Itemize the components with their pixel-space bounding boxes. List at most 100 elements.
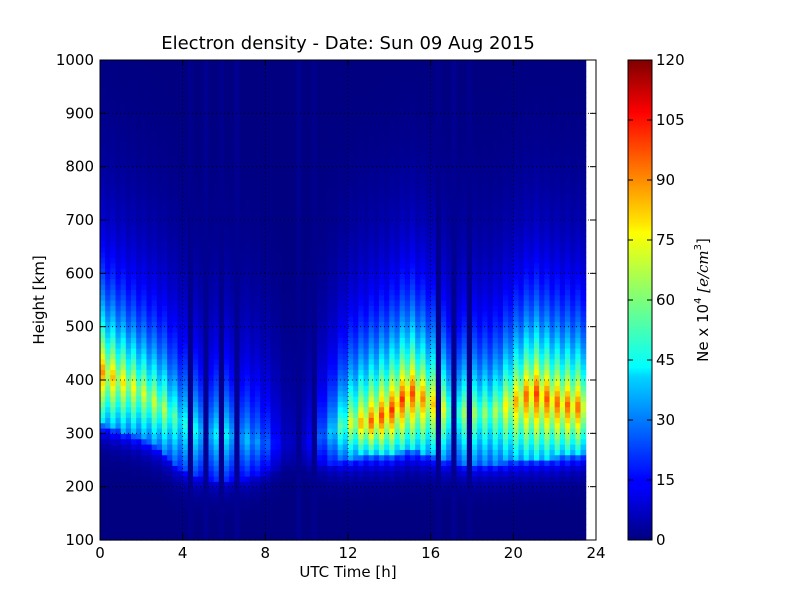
heatmap-cell [115, 118, 122, 125]
heatmap-cell [249, 60, 256, 66]
heatmap-cell [203, 454, 210, 461]
heatmap-cell [368, 273, 375, 280]
heatmap-cell [151, 257, 158, 264]
heatmap-cell [229, 460, 235, 466]
heatmap-cell [296, 225, 303, 232]
heatmap-cell [249, 220, 256, 226]
heatmap-cell [100, 417, 106, 424]
heatmap-cell [105, 412, 111, 418]
heatmap-cell [306, 156, 313, 162]
heatmap-cell [244, 492, 251, 498]
heatmap-cell [156, 438, 163, 445]
heatmap-cell [213, 369, 220, 376]
heatmap-cell [239, 102, 246, 109]
heatmap-cell [198, 348, 204, 354]
heatmap-cell [270, 449, 277, 456]
heatmap-cell [244, 177, 251, 184]
heatmap-cell [317, 161, 323, 168]
heatmap-cell [239, 518, 246, 525]
heatmap-cell [120, 284, 127, 290]
heatmap-cell [244, 262, 251, 269]
heatmap-cell [177, 70, 184, 77]
heatmap-cell [270, 412, 277, 418]
heatmap-cell [208, 60, 215, 66]
heatmap-cell [229, 508, 235, 514]
heatmap-cell [182, 86, 189, 93]
heatmap-cell [167, 300, 173, 306]
heatmap-cell [110, 454, 117, 461]
heatmap-cell [229, 422, 235, 429]
heatmap-cell [203, 198, 210, 205]
heatmap-cell [265, 305, 272, 312]
heatmap-cell [301, 145, 308, 152]
heatmap-cell [162, 524, 168, 530]
heatmap-cell [358, 321, 365, 328]
heatmap-cell [136, 433, 142, 440]
heatmap-cell [317, 396, 323, 402]
heatmap-cell [162, 534, 168, 541]
heatmap-cell [151, 422, 158, 429]
heatmap-cell [203, 76, 210, 82]
heatmap-cell [363, 102, 370, 109]
heatmap-cell [286, 513, 292, 520]
heatmap-cell [229, 214, 235, 221]
heatmap-cell [280, 305, 287, 312]
heatmap-cell [172, 529, 179, 536]
heatmap-cell [373, 401, 380, 408]
heatmap-cell [317, 470, 323, 477]
heatmap-cell [182, 188, 189, 194]
heatmap-cell [286, 476, 292, 482]
heatmap-cell [327, 481, 334, 488]
heatmap-cell [146, 492, 153, 498]
heatmap-cell [337, 92, 344, 98]
heatmap-cell [244, 134, 251, 141]
heatmap-cell [337, 86, 344, 93]
heatmap-cell [141, 310, 148, 317]
heatmap-cell [203, 129, 210, 136]
heatmap-cell [182, 454, 189, 461]
heatmap-cell [255, 76, 261, 82]
heatmap-cell [358, 209, 365, 216]
heatmap-cell [156, 294, 163, 301]
heatmap-cell [363, 209, 370, 216]
heatmap-cell [162, 76, 168, 82]
heatmap-cell [379, 513, 385, 520]
heatmap-cell [198, 465, 204, 472]
heatmap-cell [187, 412, 194, 418]
heatmap-cell [244, 406, 251, 413]
heatmap-cell [342, 358, 349, 365]
heatmap-cell [379, 252, 385, 258]
heatmap-cell [368, 86, 375, 93]
heatmap-cell [322, 428, 328, 434]
heatmap-cell [141, 374, 148, 381]
heatmap-cell [296, 385, 303, 392]
heatmap-cell [244, 497, 251, 504]
heatmap-cell [358, 534, 365, 541]
heatmap-cell [332, 177, 339, 184]
heatmap-cell [260, 188, 266, 194]
heatmap-cell [373, 374, 380, 381]
heatmap-cell [342, 140, 349, 146]
heatmap-cell [177, 460, 184, 466]
heatmap-cell [141, 438, 148, 445]
heatmap-cell [239, 412, 246, 418]
heatmap-cell [172, 204, 179, 210]
heatmap-cell [368, 278, 375, 285]
heatmap-cell [363, 188, 370, 194]
heatmap-cell [301, 102, 308, 109]
heatmap-cell [353, 145, 359, 152]
heatmap-cell [348, 124, 354, 130]
heatmap-cell [167, 305, 173, 312]
heatmap-cell [193, 406, 199, 413]
heatmap-cell [348, 433, 354, 440]
heatmap-cell [203, 444, 210, 450]
heatmap-cell [363, 262, 370, 269]
heatmap-cell [198, 321, 204, 328]
heatmap-cell [301, 353, 308, 360]
heatmap-cell [167, 438, 173, 445]
heatmap-cell [317, 230, 323, 237]
heatmap-cell [332, 241, 339, 248]
heatmap-cell [317, 358, 323, 365]
heatmap-cell [317, 60, 323, 66]
heatmap-cell [291, 529, 297, 536]
